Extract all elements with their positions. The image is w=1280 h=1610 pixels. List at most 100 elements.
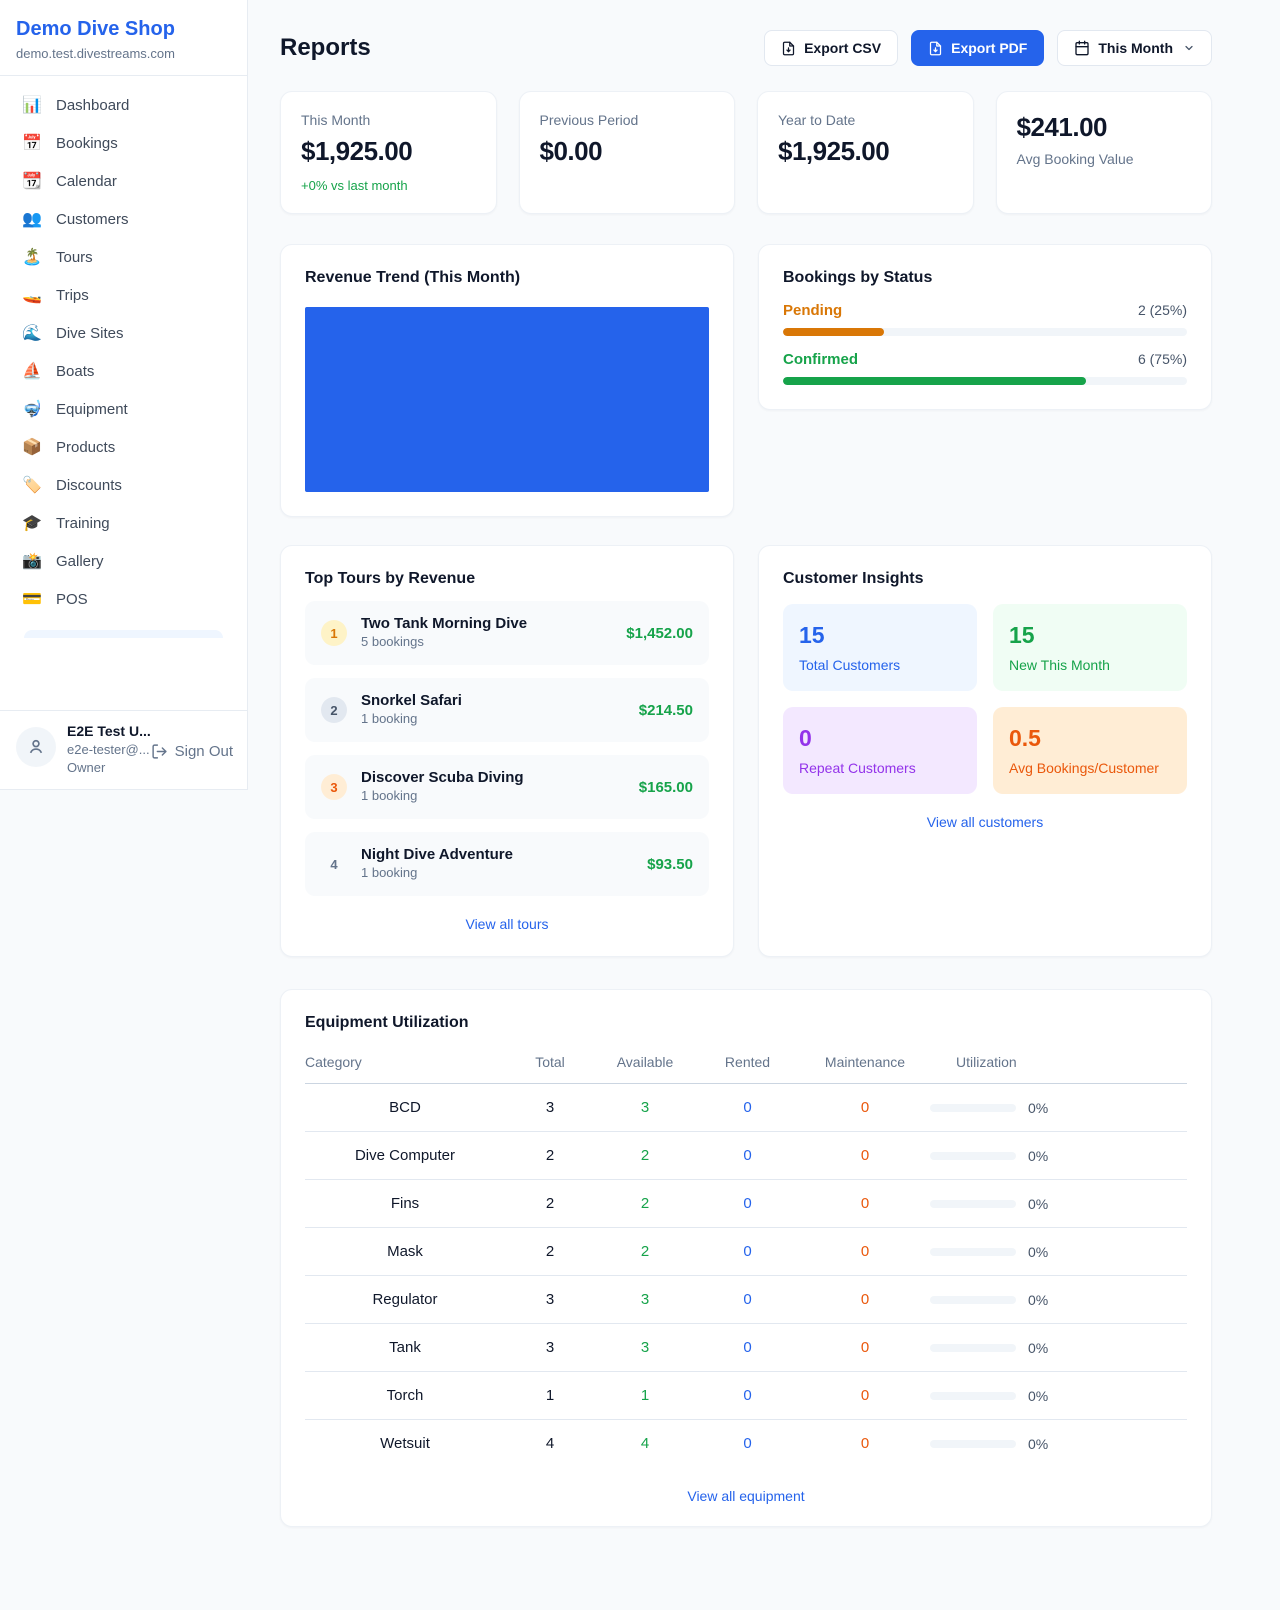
view-all-equipment-link[interactable]: View all equipment bbox=[687, 1487, 805, 1504]
revenue-trend-title: Revenue Trend (This Month) bbox=[305, 269, 521, 286]
revenue-trend-chart bbox=[305, 307, 709, 492]
equipment-total: 3 bbox=[505, 1275, 595, 1324]
rank-badge: 2 bbox=[321, 697, 347, 723]
file-download-icon bbox=[929, 41, 942, 55]
graduation-cap-icon: 🎓 bbox=[22, 514, 42, 532]
bookings-by-status-card: Bookings by Status Pending 2 (25%) Confi… bbox=[758, 244, 1212, 410]
calendar-icon bbox=[1075, 40, 1090, 56]
view-all-customers-link[interactable]: View all customers bbox=[926, 814, 1044, 830]
equipment-maintenance: 0 bbox=[800, 1083, 930, 1132]
tour-name: Discover Scuba Diving bbox=[361, 769, 524, 786]
brand-block: Demo Dive Shop demo.test.divestreams.com bbox=[0, 0, 247, 76]
revenue-trend-card: Revenue Trend (This Month) bbox=[280, 244, 734, 517]
period-dropdown[interactable]: This Month bbox=[1057, 30, 1212, 66]
sidebar-item-label: POS bbox=[56, 591, 88, 608]
equipment-utilization-card: Equipment Utilization Category Total Ava… bbox=[280, 989, 1212, 1527]
sidebar-item-discounts[interactable]: 🏷️ Discounts bbox=[12, 468, 235, 503]
package-icon: 📦 bbox=[22, 438, 42, 456]
sidebar-nav: 📊 Dashboard 📅 Bookings 📆 Calendar 👥 Customer… bbox=[0, 76, 247, 638]
customer-insights-title: Customer Insights bbox=[783, 570, 924, 587]
tour-name: Two Tank Morning Dive bbox=[361, 615, 528, 632]
export-csv-label: Export CSV bbox=[804, 40, 882, 56]
sidebar-item-label: Trips bbox=[56, 287, 89, 304]
equipment-rented: 0 bbox=[695, 1323, 800, 1372]
equipment-maintenance: 0 bbox=[800, 1227, 930, 1276]
avatar bbox=[16, 727, 56, 767]
column-header: Rented bbox=[695, 1046, 800, 1084]
rank-badge: 4 bbox=[330, 856, 338, 872]
equipment-table: Category Total Available Rented Maintena… bbox=[305, 1046, 1187, 1468]
equipment-maintenance: 0 bbox=[800, 1323, 930, 1372]
sidebar-item-pos[interactable]: 💳 POS bbox=[12, 582, 235, 617]
stat-value: $1,925.00 bbox=[778, 136, 890, 166]
user-info: E2E Test U... e2e-tester@... Owner bbox=[67, 723, 151, 775]
insight-label: Avg Bookings/Customer bbox=[1009, 760, 1159, 776]
equipment-available: 3 bbox=[595, 1275, 695, 1324]
table-row: BCD 3 3 0 0 0% bbox=[305, 1083, 1187, 1132]
sidebar-item-bookings[interactable]: 📅 Bookings bbox=[12, 126, 235, 161]
table-row: Tank 3 3 0 0 0% bbox=[305, 1323, 1187, 1372]
sidebar-item-label: Dive Sites bbox=[56, 325, 124, 342]
tour-bookings: 1 booking bbox=[361, 711, 418, 726]
tour-amount: $165.00 bbox=[638, 778, 693, 796]
tour-bookings: 1 booking bbox=[361, 865, 418, 880]
log-out-icon bbox=[152, 744, 167, 759]
utilization-pct: 0% bbox=[1028, 1195, 1049, 1212]
page-title: Reports bbox=[280, 34, 371, 61]
sidebar-item-equipment[interactable]: 🤿 Equipment bbox=[12, 392, 235, 427]
sidebar-item-dashboard[interactable]: 📊 Dashboard bbox=[12, 88, 235, 123]
equipment-rented: 0 bbox=[695, 1179, 800, 1228]
equipment-rented: 0 bbox=[695, 1371, 800, 1420]
sidebar-item-dive-sites[interactable]: 🌊 Dive Sites bbox=[12, 316, 235, 351]
equipment-available: 2 bbox=[595, 1227, 695, 1276]
equipment-rented: 0 bbox=[695, 1227, 800, 1276]
tour-amount: $1,452.00 bbox=[626, 624, 693, 642]
insight-value: 0 bbox=[799, 725, 812, 751]
sidebar-item-label: Dashboard bbox=[56, 97, 130, 114]
equipment-category: BCD bbox=[305, 1083, 505, 1132]
equipment-available: 2 bbox=[595, 1179, 695, 1228]
people-icon: 👥 bbox=[22, 210, 42, 228]
utilization-pct: 0% bbox=[1028, 1243, 1049, 1260]
stat-card-avg-booking-value: $241.00 Avg Booking Value bbox=[995, 91, 1212, 214]
equipment-available: 1 bbox=[595, 1371, 695, 1420]
sidebar-item-calendar[interactable]: 📆 Calendar bbox=[12, 164, 235, 199]
stat-card-this-month: This Month $1,925.00 +0% vs last month bbox=[280, 91, 497, 214]
sidebar-item-gallery[interactable]: 📸 Gallery bbox=[12, 544, 235, 579]
sidebar-item-reports-partial[interactable] bbox=[24, 630, 223, 638]
table-row: Fins 2 2 0 0 0% bbox=[305, 1179, 1187, 1228]
sidebar-item-label: Calendar bbox=[56, 173, 117, 190]
sidebar-item-products[interactable]: 📦 Products bbox=[12, 430, 235, 465]
insight-value: 15 bbox=[799, 622, 825, 648]
user-role: Owner bbox=[67, 760, 106, 775]
status-row-pending: Pending 2 (25%) bbox=[783, 302, 1187, 336]
equipment-category: Mask bbox=[305, 1227, 505, 1276]
utilization-bar bbox=[930, 1247, 1016, 1256]
status-label: Pending bbox=[783, 302, 843, 319]
export-pdf-button[interactable]: Export PDF bbox=[911, 30, 1045, 66]
tour-row: 2 Snorkel Safari 1 booking $214.50 bbox=[305, 678, 709, 742]
stat-label: Avg Booking Value bbox=[1016, 151, 1134, 167]
stat-value: $1,925.00 bbox=[301, 136, 413, 166]
sidebar-item-label: Training bbox=[56, 515, 110, 532]
sign-out-button[interactable]: Sign Out bbox=[151, 743, 233, 760]
utilization-bar bbox=[930, 1295, 1016, 1304]
tour-amount: $214.50 bbox=[638, 701, 693, 719]
main-content: Reports Export CSV Export PDF This Month bbox=[280, 0, 1212, 1527]
progress-bar bbox=[783, 377, 1187, 385]
sidebar-item-tours[interactable]: 🏝️ Tours bbox=[12, 240, 235, 275]
sidebar-item-customers[interactable]: 👥 Customers bbox=[12, 202, 235, 237]
rank-badge: 3 bbox=[321, 774, 347, 800]
export-pdf-label: Export PDF bbox=[951, 40, 1028, 56]
sidebar-item-training[interactable]: 🎓 Training bbox=[12, 506, 235, 541]
utilization-bar bbox=[930, 1343, 1016, 1352]
sidebar-item-boats[interactable]: ⛵ Boats bbox=[12, 354, 235, 389]
equipment-rented: 0 bbox=[695, 1083, 800, 1132]
view-all-tours-link[interactable]: View all tours bbox=[465, 916, 549, 932]
export-csv-button[interactable]: Export CSV bbox=[764, 30, 899, 66]
stats-row: This Month $1,925.00 +0% vs last month P… bbox=[280, 91, 1212, 214]
sidebar-item-trips[interactable]: 🚤 Trips bbox=[12, 278, 235, 313]
tour-bookings: 5 bookings bbox=[361, 634, 424, 649]
table-row: Wetsuit 4 4 0 0 0% bbox=[305, 1420, 1187, 1468]
equipment-available: 2 bbox=[595, 1131, 695, 1180]
